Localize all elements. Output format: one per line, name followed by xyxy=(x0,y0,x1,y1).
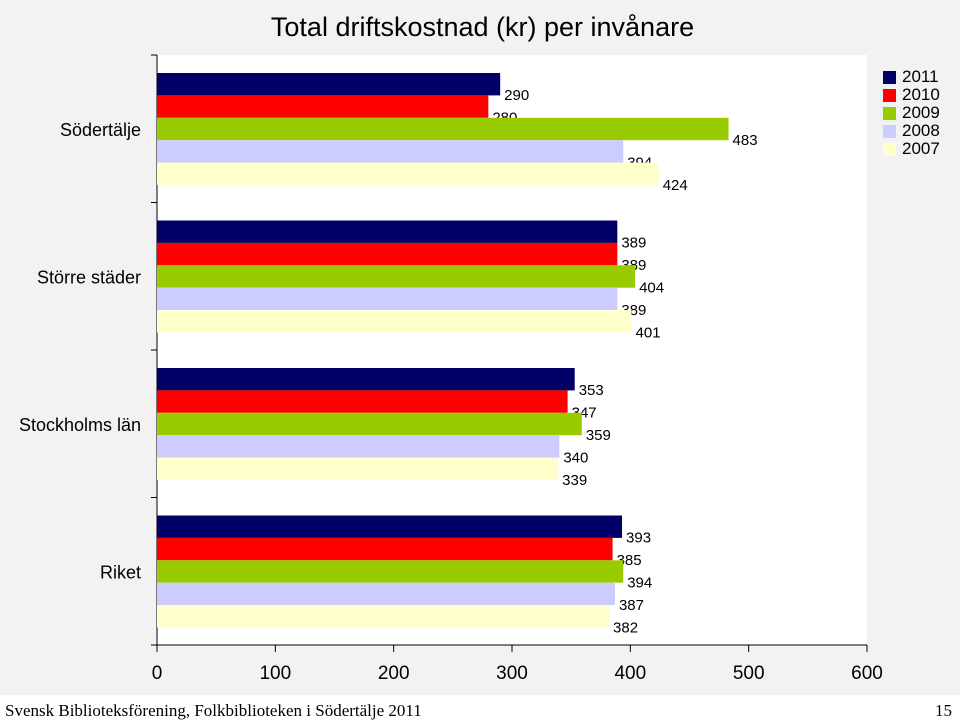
x-tick-label: 300 xyxy=(496,663,528,684)
x-tick-label: 600 xyxy=(851,663,883,684)
bar xyxy=(157,582,615,606)
category-label: Södertälje xyxy=(60,120,141,140)
category-label: Större städer xyxy=(37,267,141,287)
x-tick-label: 0 xyxy=(152,663,163,684)
data-label: 394 xyxy=(627,575,652,592)
legend-item: 2011 xyxy=(883,67,940,86)
legend-label: 2008 xyxy=(902,121,940,140)
plot-svg: 0100200300400500600Södertälje29028048339… xyxy=(19,54,883,684)
data-label: 483 xyxy=(733,132,758,149)
bar xyxy=(157,73,501,96)
category-label: Riket xyxy=(100,562,141,582)
bar xyxy=(157,537,613,561)
bar xyxy=(157,310,632,333)
bar xyxy=(157,560,624,583)
category-label: Stockholms län xyxy=(19,415,141,435)
legend: 2011 2010 2009 2008 2007 xyxy=(883,67,940,158)
bar xyxy=(157,162,659,185)
legend-item: 2009 xyxy=(883,103,940,122)
legend-swatch xyxy=(883,142,896,156)
bar xyxy=(157,287,618,311)
data-label: 387 xyxy=(619,597,644,614)
bar xyxy=(157,95,489,118)
legend-label: 2010 xyxy=(902,85,940,104)
bar xyxy=(157,605,610,628)
page-number: 15 xyxy=(935,701,952,720)
bar xyxy=(157,368,575,391)
chart-area: Total driftskostnad (kr) per invånare 0 1… xyxy=(0,0,960,695)
legend-swatch xyxy=(883,88,896,102)
bar xyxy=(157,515,623,538)
slide-footer: Svensk Biblioteksförening, Folkbibliotek… xyxy=(0,695,960,725)
legend-swatch xyxy=(883,124,896,138)
legend-label: 2011 xyxy=(902,67,939,86)
bar xyxy=(157,435,560,458)
bar xyxy=(157,140,624,163)
bar xyxy=(157,220,618,243)
legend-item: 2008 xyxy=(883,121,940,140)
legend-swatch xyxy=(883,70,896,84)
legend-swatch xyxy=(883,106,896,120)
x-tick-label: 200 xyxy=(378,663,410,684)
bar xyxy=(157,412,582,436)
data-label: 424 xyxy=(663,177,688,194)
bar xyxy=(157,390,568,413)
data-label: 389 xyxy=(621,235,646,252)
bar xyxy=(157,117,729,141)
legend-item: 2010 xyxy=(883,85,940,104)
data-label: 353 xyxy=(579,382,604,399)
x-tick-label: 100 xyxy=(259,663,291,684)
legend-item: 2007 xyxy=(883,139,940,158)
footer-text: Svensk Biblioteksförening, Folkbibliotek… xyxy=(5,701,422,720)
legend-label: 2009 xyxy=(902,103,940,122)
data-label: 404 xyxy=(639,280,664,297)
bar xyxy=(157,265,636,288)
bar xyxy=(157,242,618,266)
x-tick-label: 400 xyxy=(614,663,646,684)
data-label: 359 xyxy=(586,427,611,444)
x-tick-label: 500 xyxy=(733,663,765,684)
data-label: 339 xyxy=(562,472,587,489)
bar xyxy=(157,457,559,480)
data-label: 401 xyxy=(636,324,661,341)
data-label: 290 xyxy=(504,87,529,104)
data-label: 340 xyxy=(563,449,588,466)
legend-label: 2007 xyxy=(902,139,940,158)
data-label: 382 xyxy=(613,619,638,636)
chart-title: Total driftskostnad (kr) per invånare xyxy=(270,12,695,42)
data-label: 393 xyxy=(626,530,651,547)
